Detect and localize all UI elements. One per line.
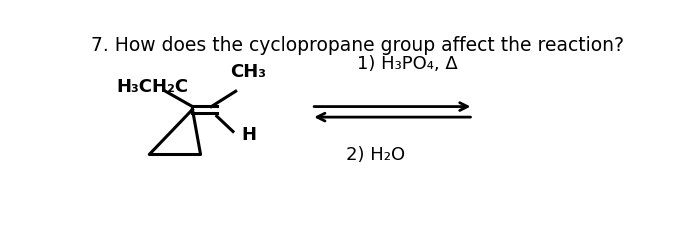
- Text: 2) H₂O: 2) H₂O: [346, 145, 406, 164]
- Text: CH₃: CH₃: [230, 63, 266, 81]
- Text: 7. How does the cyclopropane group affect the reaction?: 7. How does the cyclopropane group affec…: [91, 36, 624, 55]
- Text: H₃CH₂C: H₃CH₂C: [117, 78, 189, 96]
- Text: 1) H₃PO₄, Δ: 1) H₃PO₄, Δ: [358, 55, 458, 73]
- Text: H: H: [241, 126, 256, 144]
